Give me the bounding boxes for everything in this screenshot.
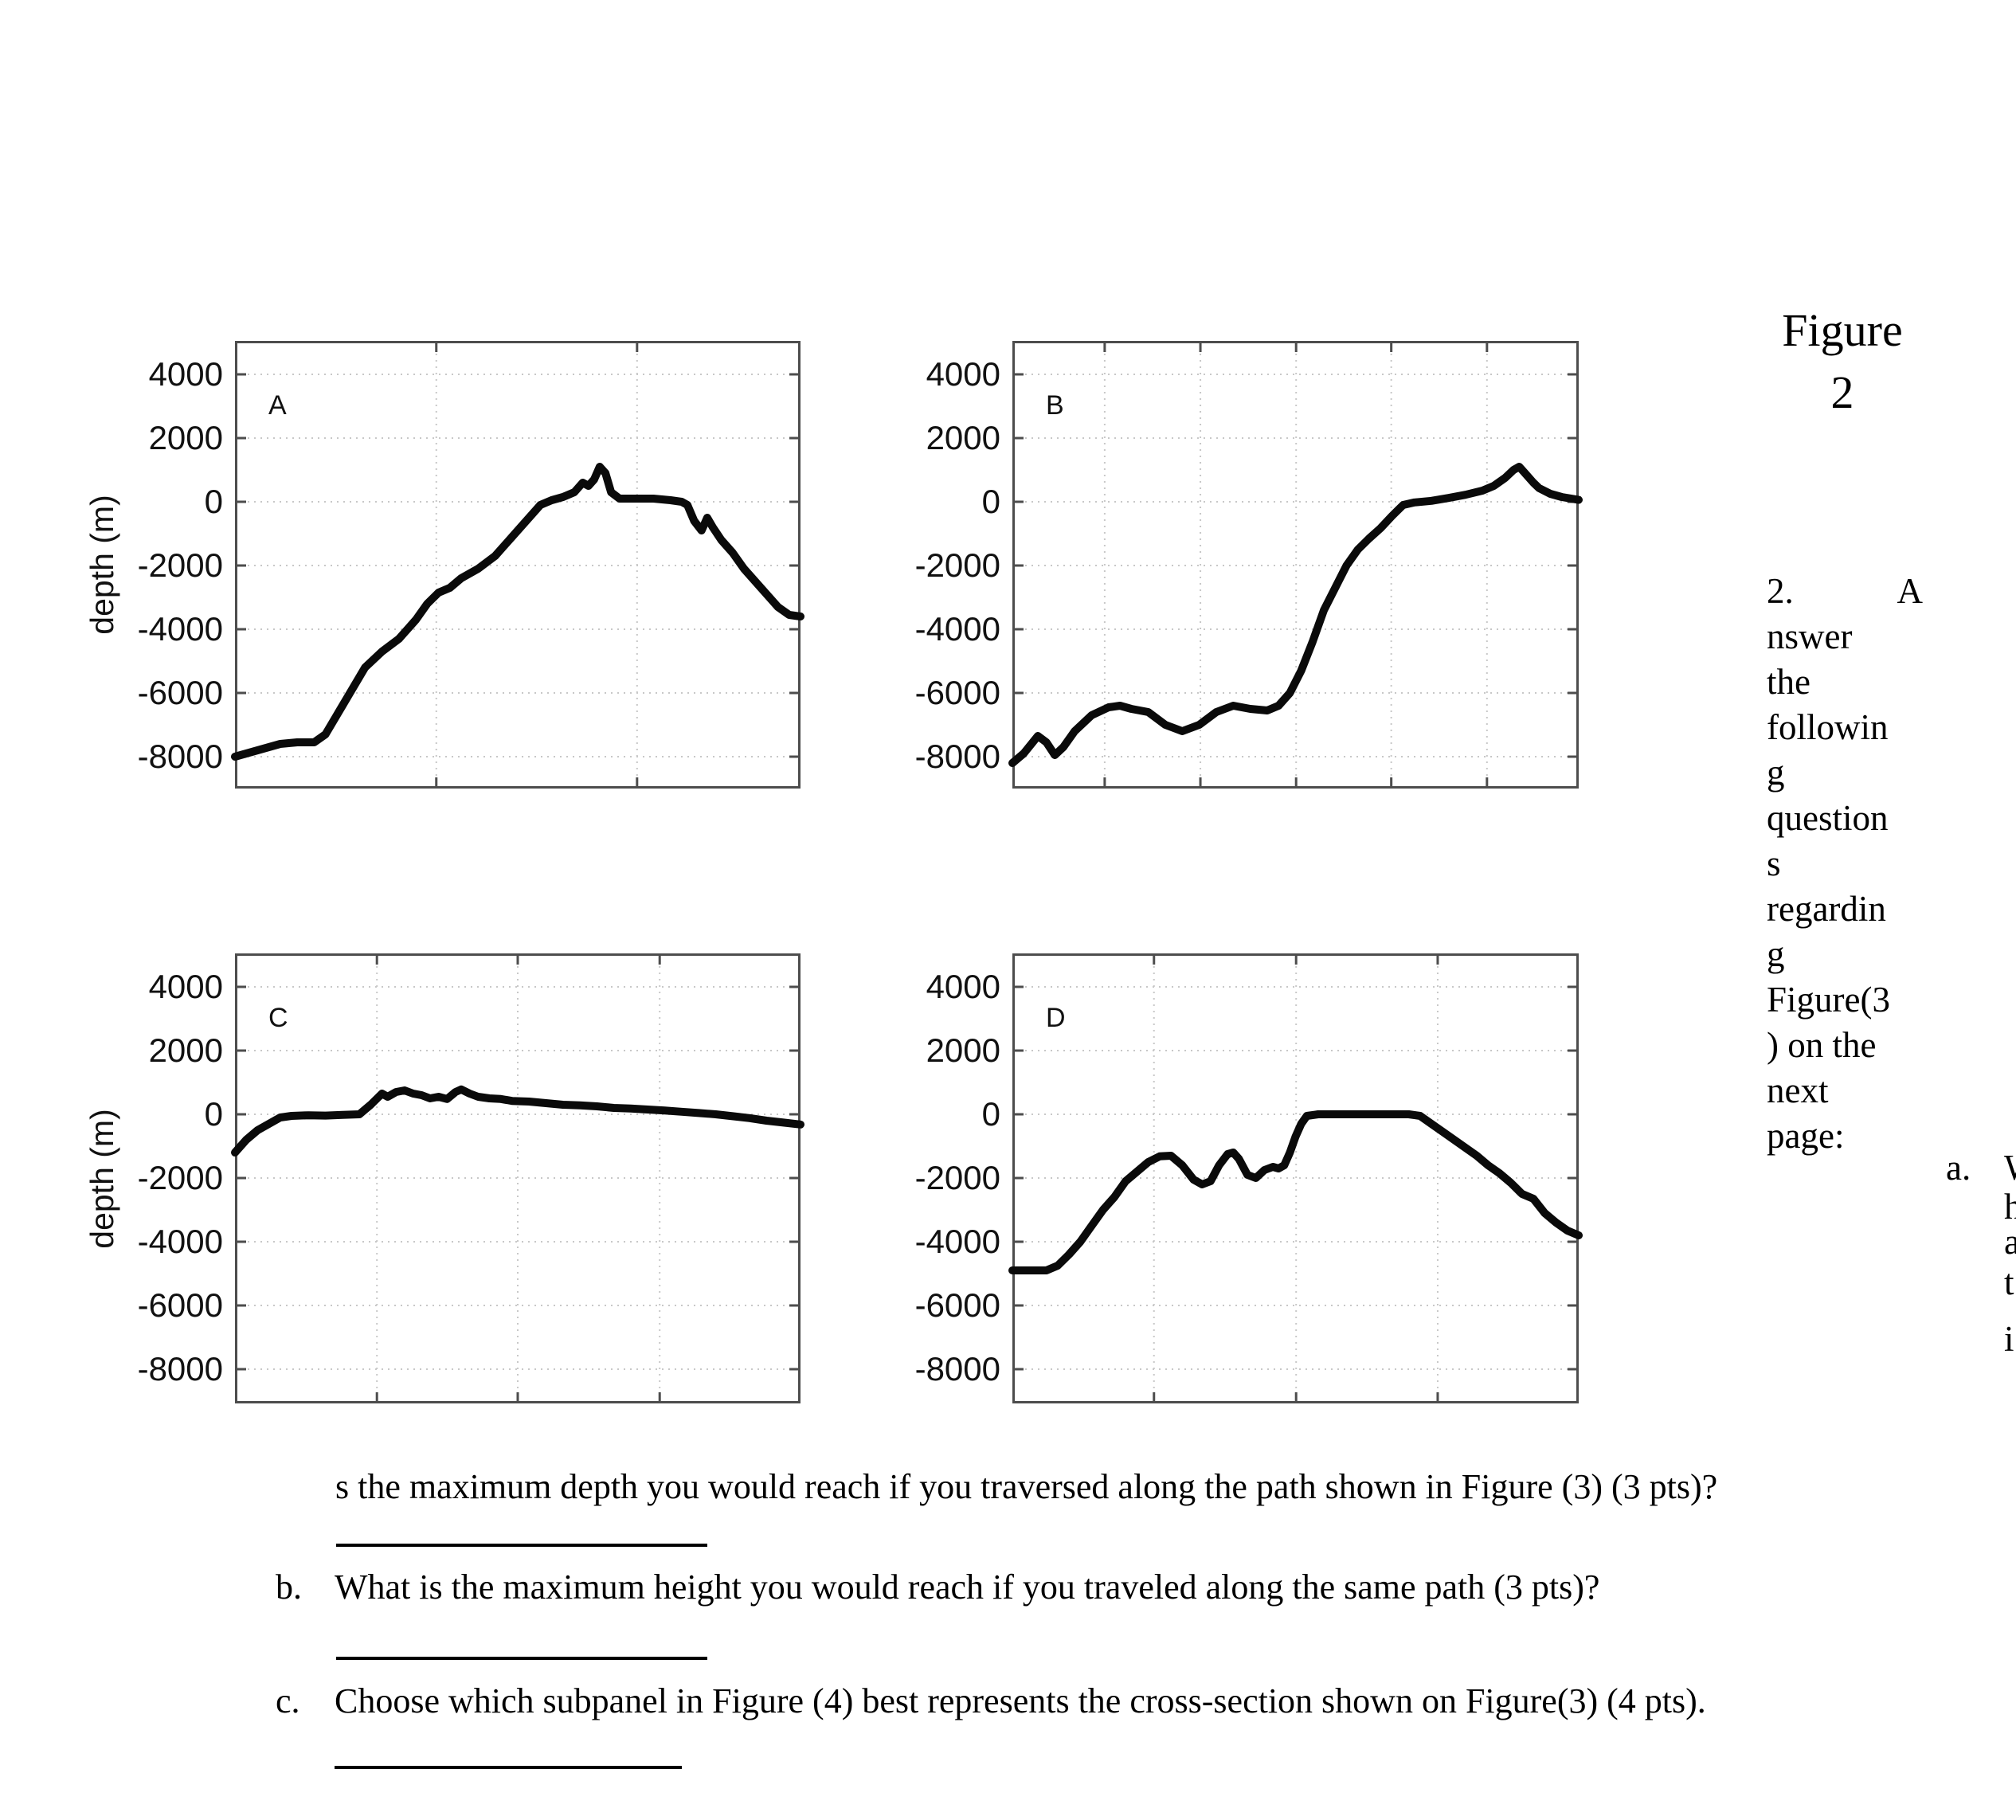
question-c-marker: c. xyxy=(276,1681,300,1720)
y-tick-label: 2000 xyxy=(926,1031,1000,1069)
note-line: regardin xyxy=(1767,889,1886,929)
y-tick-label: -4000 xyxy=(137,1223,223,1260)
panel-letter: C xyxy=(268,1003,288,1033)
axes-box xyxy=(1012,953,1579,1403)
question-c-text: Choose which subpanel in Figure (4) best… xyxy=(335,1681,1706,1720)
note-line: question xyxy=(1767,798,1889,838)
note-line: followin xyxy=(1767,707,1889,747)
axes-box xyxy=(235,953,801,1403)
note-first-char: A xyxy=(1897,571,1924,611)
note-line: page: xyxy=(1767,1116,1845,1156)
note-line: nswer xyxy=(1767,616,1853,656)
depth-profile-panel-c: C xyxy=(231,953,804,1403)
y-tick-label: 0 xyxy=(204,1095,223,1133)
note-wrapped-lines: nswer the followin g question s regardin g Figur… xyxy=(1767,614,1923,1159)
y-tick-label: 4000 xyxy=(926,355,1000,393)
y-tick-label: 2000 xyxy=(148,1031,223,1069)
y-tick-label: -2000 xyxy=(914,1159,1000,1196)
panel-letter: B xyxy=(1046,390,1064,421)
panel-letter: A xyxy=(268,390,287,421)
y-axis-label: depth (m) xyxy=(84,495,120,635)
y-tick-label: -8000 xyxy=(137,738,223,775)
answer-blank-c[interactable] xyxy=(335,1766,682,1769)
figure-caption-line2: 2 xyxy=(1830,366,1854,418)
y-tick-label: 0 xyxy=(981,483,1000,520)
depth-profile-panel-a: A xyxy=(231,341,804,789)
depth-profile-panel-b: B xyxy=(1008,341,1583,789)
y-tick-label: -4000 xyxy=(914,610,1000,648)
question-a-marker: a. xyxy=(1946,1148,1971,1188)
y-tick-label: -2000 xyxy=(137,546,223,584)
y-tick-label: -6000 xyxy=(137,1286,223,1324)
note-line: Figure(3 xyxy=(1767,980,1890,1020)
y-tick-label: -8000 xyxy=(137,1350,223,1388)
y-tick-label: 4000 xyxy=(926,968,1000,1005)
y-tick-label: 0 xyxy=(204,483,223,520)
depth-profile-curve-c xyxy=(231,1085,804,1157)
y-tick-label: 4000 xyxy=(148,355,223,393)
note-line: next xyxy=(1767,1070,1829,1110)
y-tick-label: -6000 xyxy=(914,1286,1000,1324)
depth-profile-curve-d xyxy=(1008,1110,1583,1274)
depth-profile-curve-b xyxy=(1008,463,1583,767)
note-line: s xyxy=(1767,843,1781,883)
y-tick-label: 4000 xyxy=(148,968,223,1005)
figure-caption-line1: Figure xyxy=(1782,304,1903,356)
clipped-line-fragment: t xyxy=(2004,1262,2014,1302)
clipped-line-fragment: W xyxy=(2004,1148,2016,1188)
y-tick-label: -4000 xyxy=(137,610,223,648)
note-item-number: 2. xyxy=(1767,571,1794,611)
y-tick-label: -8000 xyxy=(914,738,1000,775)
y-tick-label: -2000 xyxy=(914,546,1000,584)
note-line: ) on the xyxy=(1767,1025,1877,1065)
y-tick-label: -8000 xyxy=(914,1350,1000,1388)
clipped-line-fragment: i xyxy=(2004,1319,2014,1359)
axes-box xyxy=(1012,341,1579,789)
depth-profile-curve-a xyxy=(231,463,804,761)
y-tick-label: 2000 xyxy=(926,419,1000,456)
y-tick-label: 0 xyxy=(981,1095,1000,1133)
note-line: g xyxy=(1767,753,1785,793)
y-tick-label: -4000 xyxy=(914,1223,1000,1260)
question-a-text: s the maximum depth you would reach if y… xyxy=(335,1467,1718,1506)
axes-box xyxy=(235,341,801,789)
y-tick-label: -2000 xyxy=(137,1159,223,1196)
note-line: g xyxy=(1767,934,1785,974)
y-axis-label: depth (m) xyxy=(84,1109,120,1249)
clipped-line-fragment: h xyxy=(2004,1187,2016,1227)
question-2-note: 2. A nswer the followin g question s regardin g… xyxy=(1767,569,1923,1159)
clipped-line-fragment: a xyxy=(2004,1222,2016,1262)
y-tick-label: 2000 xyxy=(148,419,223,456)
note-line: the xyxy=(1767,662,1810,702)
depth-profile-panel-d: D xyxy=(1008,953,1583,1403)
answer-blank-b[interactable] xyxy=(336,1657,707,1660)
note-first-line: 2. A xyxy=(1767,569,1923,614)
panel-letter: D xyxy=(1046,1003,1066,1033)
question-b-marker: b. xyxy=(276,1568,302,1607)
y-tick-label: -6000 xyxy=(914,674,1000,711)
question-b-text: What is the maximum height you would rea… xyxy=(335,1568,1600,1607)
answer-blank-a[interactable] xyxy=(336,1544,707,1547)
y-tick-label: -6000 xyxy=(137,674,223,711)
